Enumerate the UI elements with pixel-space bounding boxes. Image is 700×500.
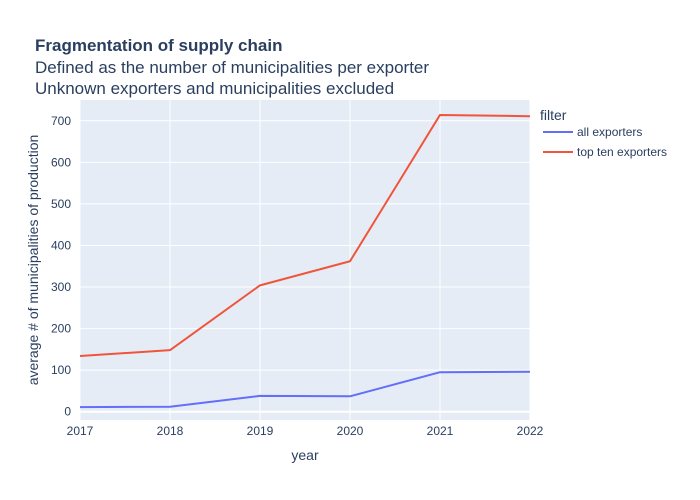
x-tick-label-2021: 2021: [427, 424, 454, 438]
plot-area: [80, 100, 530, 420]
grid-lines: [79, 100, 531, 420]
series-lines: [79, 113, 531, 409]
y-tick-label-500: 500: [51, 197, 71, 211]
x-tick-label-2018: 2018: [157, 424, 184, 438]
x-tick-label-2022: 2022: [517, 424, 544, 438]
legend: filter all exporters top ten exporters: [540, 107, 667, 159]
legend-label-top-ten-exporters: top ten exporters: [577, 145, 667, 159]
chart-subtitle-line-2: Unknown exporters and municipalities exc…: [35, 79, 394, 98]
y-tick-label-300: 300: [51, 280, 71, 294]
chart-subtitle-line-1: Defined as the number of municipalities …: [35, 58, 429, 77]
series-line-all-exporters[interactable]: [79, 370, 531, 409]
legend-label-all-exporters: all exporters: [577, 125, 642, 139]
y-tick-label-200: 200: [51, 322, 71, 336]
series-line-top-ten-exporters[interactable]: [79, 113, 531, 357]
y-tick-label-100: 100: [51, 363, 71, 377]
x-axis-ticks: 2017 2018 2019 2020 2021 2022: [67, 424, 544, 438]
legend-title: filter: [540, 107, 567, 123]
y-axis-title: average # of municipalities of productio…: [25, 135, 41, 386]
y-tick-label-400: 400: [51, 238, 71, 252]
legend-item-all-exporters[interactable]: all exporters: [543, 125, 642, 139]
x-axis-title: year: [291, 447, 319, 463]
x-tick-label-2017: 2017: [67, 424, 94, 438]
legend-item-top-ten-exporters[interactable]: top ten exporters: [543, 145, 667, 159]
y-tick-label-700: 700: [51, 114, 71, 128]
y-tick-label-600: 600: [51, 155, 71, 169]
y-tick-label-0: 0: [64, 405, 71, 419]
x-tick-label-2020: 2020: [337, 424, 364, 438]
chart-title: Fragmentation of supply chain: [35, 36, 282, 55]
x-tick-label-2019: 2019: [247, 424, 274, 438]
y-axis-ticks: 0 100 200 300 400 500 600 700: [51, 114, 71, 419]
